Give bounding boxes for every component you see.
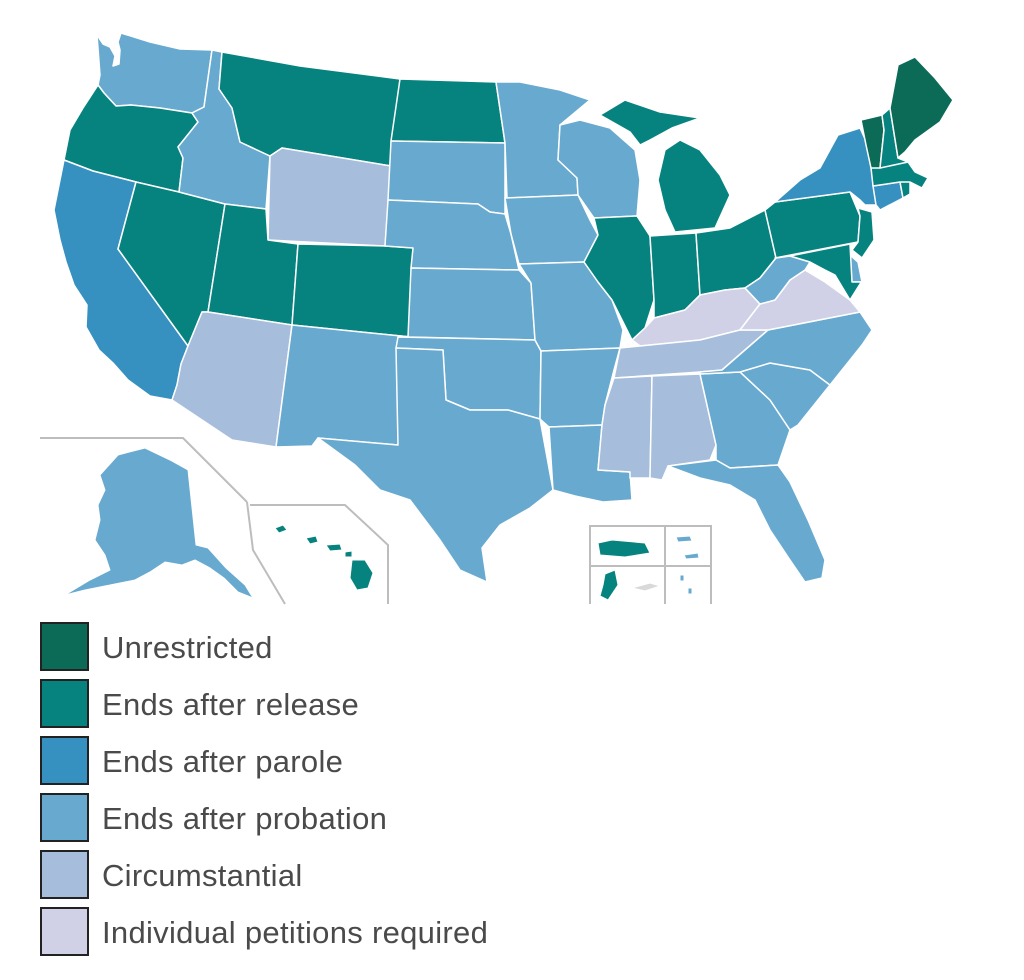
region-ma — [870, 161, 929, 189]
region-gu — [599, 569, 619, 601]
legend-label-probation: Ends after probation — [102, 801, 388, 836]
legend-swatch-release — [40, 679, 89, 728]
legend-item-unrestricted: Unrestricted — [40, 622, 740, 679]
legend-label-petition: Individual petitions required — [102, 915, 489, 950]
region-hi — [274, 524, 374, 591]
region-pr — [597, 539, 651, 558]
legend-label-release: Ends after release — [102, 687, 359, 722]
legend-label-unrestricted: Unrestricted — [102, 630, 273, 665]
legend-item-parole: Ends after parole — [40, 736, 740, 793]
region-ct — [872, 181, 904, 211]
legend-swatch-probation — [40, 793, 89, 842]
legend-swatch-unrestricted — [40, 622, 89, 671]
region-ny — [774, 127, 877, 206]
region-wv — [744, 255, 811, 305]
region-ks — [407, 267, 536, 341]
legend-item-release: Ends after release — [40, 679, 740, 736]
legend-label-circumstantial: Circumstantial — [102, 858, 303, 893]
legend-swatch-circumstantial — [40, 850, 89, 899]
legend-item-circumstantial: Circumstantial — [40, 850, 740, 907]
region-ia — [504, 194, 599, 265]
region-ak — [64, 447, 254, 599]
legend-label-parole: Ends after parole — [102, 744, 344, 779]
region-co — [291, 243, 416, 338]
region-ne — [384, 199, 520, 271]
legend-swatch-petition — [40, 907, 89, 956]
region-wy — [267, 147, 392, 247]
legend-swatch-parole — [40, 736, 89, 785]
region-nd — [390, 78, 506, 144]
region-tx — [317, 347, 554, 583]
legend-item-probation: Ends after probation — [40, 793, 740, 850]
region-fl — [667, 459, 826, 583]
region-nj — [851, 207, 875, 259]
legend: Unrestricted Ends after release Ends aft… — [40, 622, 740, 964]
region-me — [889, 56, 954, 159]
region-mi — [599, 99, 731, 233]
region-nm — [275, 324, 412, 448]
region-vi — [675, 535, 700, 560]
region-md — [789, 243, 866, 301]
region-mp — [679, 574, 693, 595]
region-wa — [96, 32, 213, 114]
legend-item-petition: Individual petitions required — [40, 907, 740, 964]
us-map — [40, 32, 954, 605]
region-as — [631, 582, 661, 592]
